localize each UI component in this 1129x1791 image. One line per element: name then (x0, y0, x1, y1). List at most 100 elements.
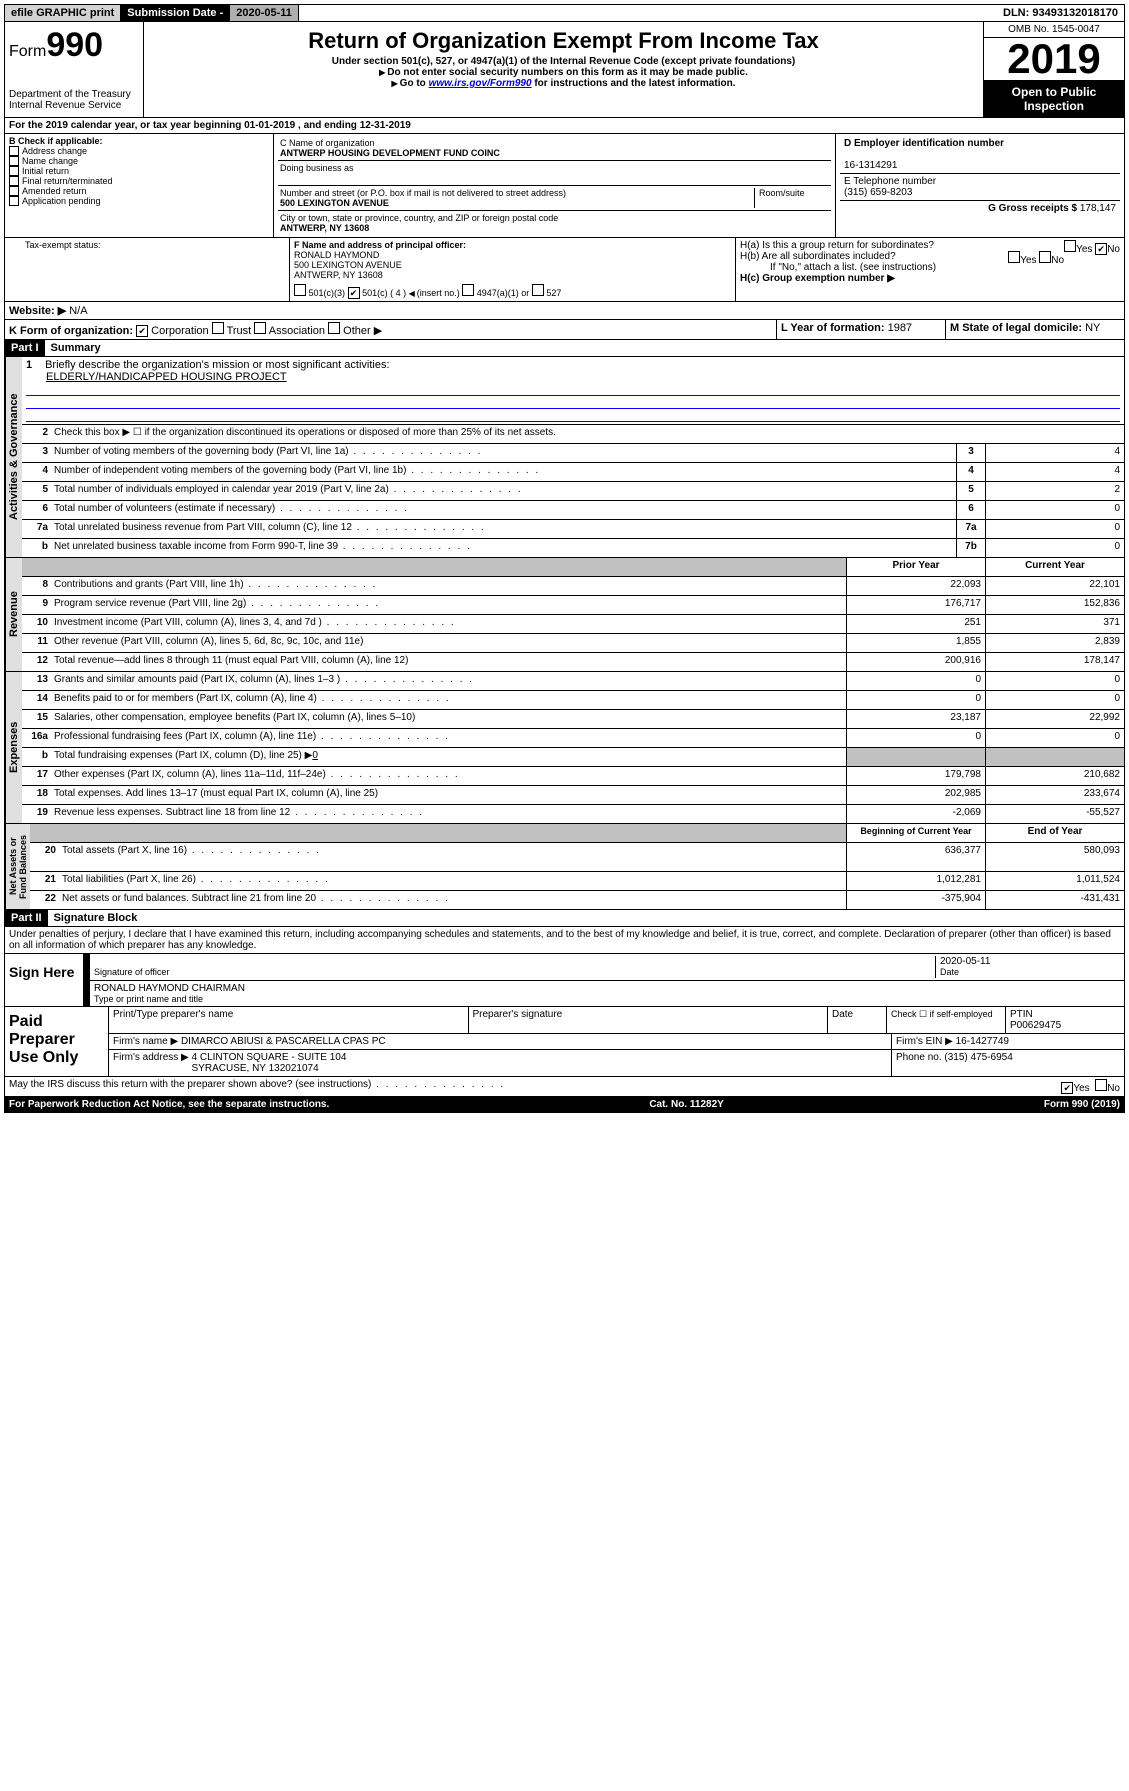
f-lbl: F Name and address of principal officer: (294, 240, 466, 250)
firm-addr: 4 CLINTON SQUARE - SUITE 104 SYRACUSE, N… (192, 1052, 347, 1074)
l10n: 10 (22, 615, 52, 633)
l19p: -2,069 (846, 805, 985, 823)
checkbox-icon[interactable] (328, 322, 340, 334)
checkbox-icon[interactable]: ✔ (348, 287, 360, 299)
l5sm: 5 (956, 482, 985, 500)
netassets-block: Net Assets orFund Balances Beginning of … (4, 824, 1125, 910)
checkbox-icon[interactable] (1095, 1079, 1107, 1091)
form-subtitle: Under section 501(c), 527, or 4947(a)(1)… (148, 56, 979, 67)
room-lbl: Room/suite (759, 188, 805, 198)
phone-lbl: Phone no. (896, 1052, 942, 1063)
vlabel-ag: Activities & Governance (5, 357, 22, 557)
dln: DLN: 93493132018170 (997, 5, 1124, 21)
l8p: 22,093 (846, 577, 985, 595)
firm-lbl: Firm's name ▶ (113, 1036, 178, 1047)
footer-c: Cat. No. 11282Y (649, 1099, 723, 1110)
checkbox-icon[interactable] (212, 322, 224, 334)
l1n: 1 (26, 359, 42, 371)
checkbox-icon[interactable] (9, 176, 19, 186)
prep-h5: PTIN (1010, 1009, 1033, 1020)
blank (846, 748, 985, 766)
footer-l: For Paperwork Reduction Act Notice, see … (9, 1099, 329, 1110)
l11p: 1,855 (846, 634, 985, 652)
efile-badge[interactable]: efile GRAPHIC print (5, 5, 121, 21)
irs-link[interactable]: www.irs.gov/Form990 (429, 78, 532, 89)
hc: H(c) Group exemption number ▶ (740, 273, 895, 284)
b-header: B Check if applicable: (9, 136, 269, 146)
vlabel-rev: Revenue (5, 558, 22, 671)
checkbox-icon[interactable] (9, 186, 19, 196)
org-name: ANTWERP HOUSING DEVELOPMENT FUND COINC (280, 148, 500, 158)
l3sm: 3 (956, 444, 985, 462)
l7bt: Net unrelated business taxable income fr… (52, 539, 956, 557)
l22c: -431,431 (985, 891, 1124, 909)
l17t: Other expenses (Part IX, column (A), lin… (52, 767, 846, 785)
sigoff-lbl: Signature of officer (94, 967, 169, 977)
checkbox-icon[interactable] (9, 166, 19, 176)
subdate-value: 2020-05-11 (230, 5, 299, 21)
firm-name: DIMARCO ABIUSI & PASCARELLA CPAS PC (181, 1036, 386, 1047)
j-lbl: Website: ▶ (9, 305, 66, 317)
l15t: Salaries, other compensation, employee b… (52, 710, 846, 728)
l10c: 371 (985, 615, 1124, 633)
checkbox-icon[interactable] (462, 284, 474, 296)
l14c: 0 (985, 691, 1124, 709)
l7bsm: 7b (956, 539, 985, 557)
checkbox-icon[interactable] (1008, 251, 1020, 263)
l16at: Professional fundraising fees (Part IX, … (52, 729, 846, 747)
ptin: P00629475 (1010, 1020, 1061, 1031)
checkbox-icon[interactable] (294, 284, 306, 296)
l9p: 176,717 (846, 596, 985, 614)
checkbox-icon[interactable] (9, 146, 19, 156)
checkbox-icon[interactable] (1064, 240, 1076, 252)
topbar: efile GRAPHIC print Submission Date - 20… (4, 4, 1125, 22)
checkbox-icon[interactable] (9, 196, 19, 206)
vlabel-na: Net Assets orFund Balances (5, 824, 30, 909)
prep-h2: Preparer's signature (469, 1007, 829, 1033)
l5t: Total number of individuals employed in … (52, 482, 956, 500)
g-lbl: G Gross receipts $ (988, 203, 1077, 214)
l2t: Check this box ▶ ☐ if the organization d… (52, 425, 1124, 443)
l15p: 23,187 (846, 710, 985, 728)
year-formation: 1987 (888, 322, 912, 334)
l5v: 2 (985, 482, 1124, 500)
checkbox-icon[interactable] (9, 156, 19, 166)
l7at: Total unrelated business revenue from Pa… (52, 520, 956, 538)
declaration: Under penalties of perjury, I declare th… (5, 927, 1124, 953)
checkbox-icon[interactable]: ✔ (136, 325, 148, 337)
l13c: 0 (985, 672, 1124, 690)
b-opt: Final return/terminated (22, 176, 113, 186)
l21t: Total liabilities (Part X, line 26) (60, 872, 846, 890)
l16ac: 0 (985, 729, 1124, 747)
l16bt: Total fundraising expenses (Part IX, col… (52, 748, 846, 766)
l18n: 18 (22, 786, 52, 804)
checkbox-icon[interactable]: ✔ (1095, 243, 1107, 255)
note2b: for instructions and the latest informat… (532, 78, 736, 89)
checkbox-icon[interactable] (532, 284, 544, 296)
l22t: Net assets or fund balances. Subtract li… (60, 891, 846, 909)
blank (52, 558, 846, 576)
yes: Yes (1020, 255, 1036, 266)
sections-deg: D Employer identification number16-13142… (836, 134, 1124, 237)
date-lbl: Date (940, 967, 959, 977)
l8c: 22,101 (985, 577, 1124, 595)
tax-year: 2019 (984, 38, 1124, 81)
l4sm: 4 (956, 463, 985, 481)
l20n: 20 (30, 843, 60, 871)
part2-header: Part IISignature Block (4, 910, 1125, 927)
l17n: 17 (22, 767, 52, 785)
irs: Internal Revenue Service (9, 100, 139, 111)
expenses-block: Expenses 13Grants and similar amounts pa… (4, 672, 1125, 824)
paid-preparer: Paid Preparer Use Only Print/Type prepar… (4, 1007, 1125, 1077)
checkbox-icon[interactable] (254, 322, 266, 334)
dept: Department of the Treasury (9, 89, 139, 100)
l14n: 14 (22, 691, 52, 709)
l7av: 0 (985, 520, 1124, 538)
l15c: 22,992 (985, 710, 1124, 728)
m-lbl: M State of legal domicile: (950, 322, 1082, 334)
l17p: 179,798 (846, 767, 985, 785)
l5n: 5 (22, 482, 52, 500)
checkbox-icon[interactable] (1039, 251, 1051, 263)
checkbox-icon[interactable]: ✔ (1061, 1082, 1073, 1094)
b-opt: Initial return (22, 166, 69, 176)
